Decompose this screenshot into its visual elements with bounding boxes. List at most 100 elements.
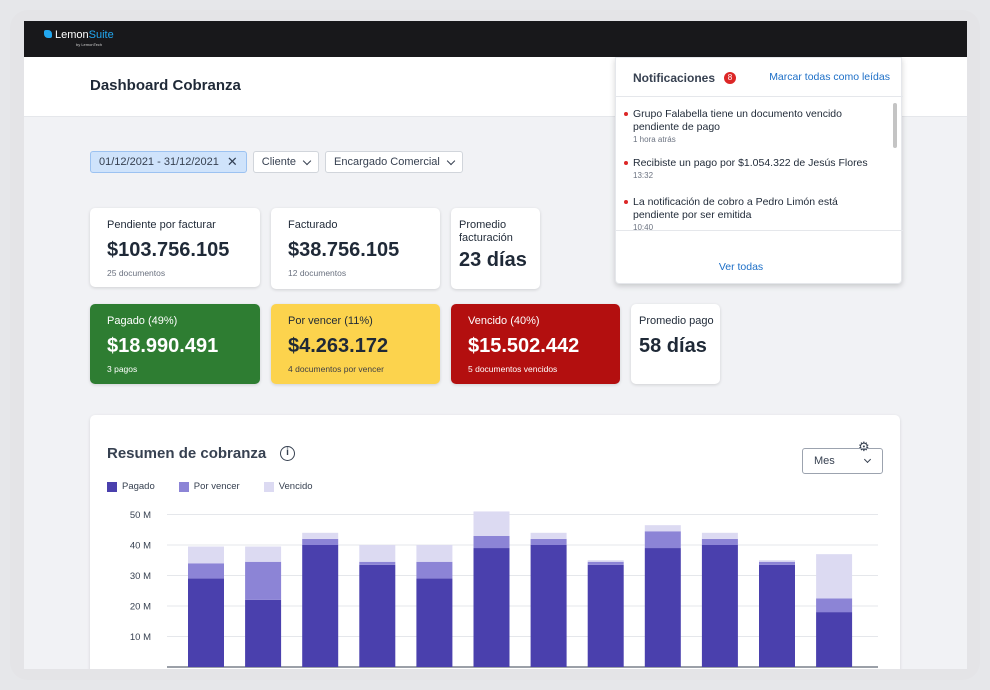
app-screen: LemonSuite by LemonTech Dashboard Cobran… xyxy=(24,21,967,669)
notifications-list: Grupo Falabella tiene un documento venci… xyxy=(616,100,892,232)
notifications-count-badge: 8 xyxy=(724,72,736,84)
kpi-value: 58 días xyxy=(639,335,707,357)
y-tick-label: 30 M xyxy=(130,571,151,582)
legend-item: Vencido xyxy=(263,481,313,492)
bar-segment-pagado xyxy=(188,578,224,667)
kpi-card-pending-invoice[interactable]: Pendiente por facturar $103.756.105 25 d… xyxy=(90,208,260,287)
lemon-logo-icon xyxy=(44,30,52,38)
bar-segment-pagado xyxy=(416,578,453,667)
scrollbar-thumb[interactable] xyxy=(893,103,897,148)
kpi-label: Por vencer (11%) xyxy=(288,315,373,327)
y-tick-label: 40 M xyxy=(130,541,151,552)
app-logo[interactable]: LemonSuite by LemonTech xyxy=(44,29,114,47)
bar-segment-vencido xyxy=(816,554,853,599)
bar-segment-pagado xyxy=(302,545,339,667)
bar-segment-vencido xyxy=(644,525,681,532)
unread-dot-icon xyxy=(624,112,628,116)
kpi-card-avg-invoicing[interactable]: Promedio facturación 23 días xyxy=(451,208,540,289)
bar-segment-pagado xyxy=(530,545,567,667)
bar-segment-por-vencer xyxy=(816,598,853,613)
bar-segment-por-vencer xyxy=(416,561,453,579)
mark-all-read-link[interactable]: Marcar todas como leídas xyxy=(769,71,890,83)
kpi-value: $18.990.491 xyxy=(107,335,219,357)
kpi-label: Pendiente por facturar xyxy=(107,219,216,231)
info-icon[interactable]: i xyxy=(280,446,295,461)
notification-text: La notificación de cobro a Pedro Limón e… xyxy=(633,196,838,221)
bar-segment-vencido xyxy=(188,546,224,564)
y-tick-label: 50 M xyxy=(130,510,151,521)
chevron-down-icon xyxy=(302,156,312,165)
divider xyxy=(616,96,903,97)
divider xyxy=(616,230,903,231)
brand-byline: by LemonTech xyxy=(76,42,103,47)
kpi-sub: 4 documentos por vencer xyxy=(288,364,384,374)
bar-segment-por-vencer xyxy=(759,561,795,565)
clear-date-icon[interactable]: ✕ xyxy=(226,154,238,169)
notifications-panel: Notificaciones 8 Marcar todas como leída… xyxy=(615,57,903,284)
legend-item: Por vencer xyxy=(178,481,240,492)
bar-segment-pagado xyxy=(359,564,396,667)
bar-segment-por-vencer xyxy=(587,561,624,565)
see-all-link[interactable]: Ver todas xyxy=(718,261,764,273)
bar-segment-pagado xyxy=(644,548,681,667)
kpi-sub: 3 pagos xyxy=(107,364,138,374)
kpi-sub: 12 documentos xyxy=(288,268,347,278)
bar-segment-vencido xyxy=(473,511,510,536)
date-range-label: 01/12/2021 - 31/12/2021 xyxy=(99,156,219,168)
kpi-label: Promedio facturación xyxy=(459,219,513,244)
client-filter-label: Cliente xyxy=(261,156,297,168)
stacked-bar-chart: 10 M 20 M 30 M 40 M 50 M xyxy=(130,510,878,668)
kpi-card-paid[interactable]: Pagado (49%) $18.990.491 3 pagos xyxy=(90,304,260,384)
bar-segment-pagado xyxy=(701,545,738,667)
bar-segment-vencido xyxy=(245,546,282,562)
notification-time: 1 hora atrás xyxy=(633,135,676,144)
client-filter[interactable]: Cliente xyxy=(252,151,320,173)
notification-item[interactable]: Grupo Falabella tiene un documento venci… xyxy=(624,108,883,145)
bar-segment-vencido xyxy=(759,560,795,562)
notification-item[interactable]: La notificación de cobro a Pedro Limón e… xyxy=(624,196,883,232)
unread-dot-icon xyxy=(624,200,628,204)
period-select[interactable]: Mes xyxy=(802,448,883,474)
manager-filter[interactable]: Encargado Comercial xyxy=(325,151,463,173)
bar-segment-vencido xyxy=(701,532,738,539)
kpi-card-overdue[interactable]: Vencido (40%) $15.502.442 5 documentos v… xyxy=(451,304,620,384)
kpi-sub: 5 documentos vencidos xyxy=(468,364,558,374)
bar-segment-vencido xyxy=(587,560,624,562)
chevron-down-icon xyxy=(446,156,456,165)
kpi-label: Vencido (40%) xyxy=(468,315,540,327)
manager-filter-label: Encargado Comercial xyxy=(334,156,440,168)
bar-segment-por-vencer xyxy=(701,538,738,545)
top-bar: LemonSuite by LemonTech xyxy=(24,21,967,57)
notification-text: Grupo Falabella tiene un documento venci… xyxy=(633,108,842,133)
bar-segment-por-vencer xyxy=(359,561,396,565)
period-select-value: Mes xyxy=(814,455,835,467)
bar-segment-por-vencer xyxy=(644,531,681,549)
bar-segment-vencido xyxy=(302,532,339,539)
bar-segment-pagado xyxy=(816,612,853,667)
kpi-card-due-soon[interactable]: Por vencer (11%) $4.263.172 4 documentos… xyxy=(271,304,440,384)
kpi-label: Facturado xyxy=(288,219,338,231)
collection-summary-panel: Resumen de cobranza i ⚙ Mes Pagado Por v… xyxy=(90,415,900,669)
kpi-sub: 25 documentos xyxy=(107,268,166,278)
page-title: Dashboard Cobranza xyxy=(90,77,241,94)
y-tick-label: 10 M xyxy=(130,632,151,643)
bar-segment-por-vencer xyxy=(188,563,224,579)
y-tick-label: 20 M xyxy=(130,602,151,613)
gear-icon[interactable]: ⚙ xyxy=(858,439,870,454)
bar-segment-por-vencer xyxy=(245,561,282,600)
bar-segment-vencido xyxy=(530,532,567,539)
brand-name-b: Suite xyxy=(88,29,114,41)
unread-dot-icon xyxy=(624,161,628,165)
kpi-label: Promedio pago xyxy=(639,315,714,327)
notification-time: 10:40 xyxy=(633,223,654,232)
kpi-card-avg-payment[interactable]: Promedio pago 58 días xyxy=(631,304,720,384)
kpi-value: $38.756.105 xyxy=(288,239,400,261)
notification-item[interactable]: Recibiste un pago por $1.054.322 de Jesú… xyxy=(624,157,883,181)
legend-item: Pagado xyxy=(107,481,155,492)
filter-bar: 01/12/2021 - 31/12/2021 ✕ Cliente Encarg… xyxy=(90,151,463,173)
bar-segment-por-vencer xyxy=(473,535,510,549)
kpi-card-invoiced[interactable]: Facturado $38.756.105 12 documentos xyxy=(271,208,440,289)
bar-segment-vencido xyxy=(359,545,396,562)
date-range-filter[interactable]: 01/12/2021 - 31/12/2021 ✕ xyxy=(90,151,247,173)
legend-swatch xyxy=(178,481,189,492)
